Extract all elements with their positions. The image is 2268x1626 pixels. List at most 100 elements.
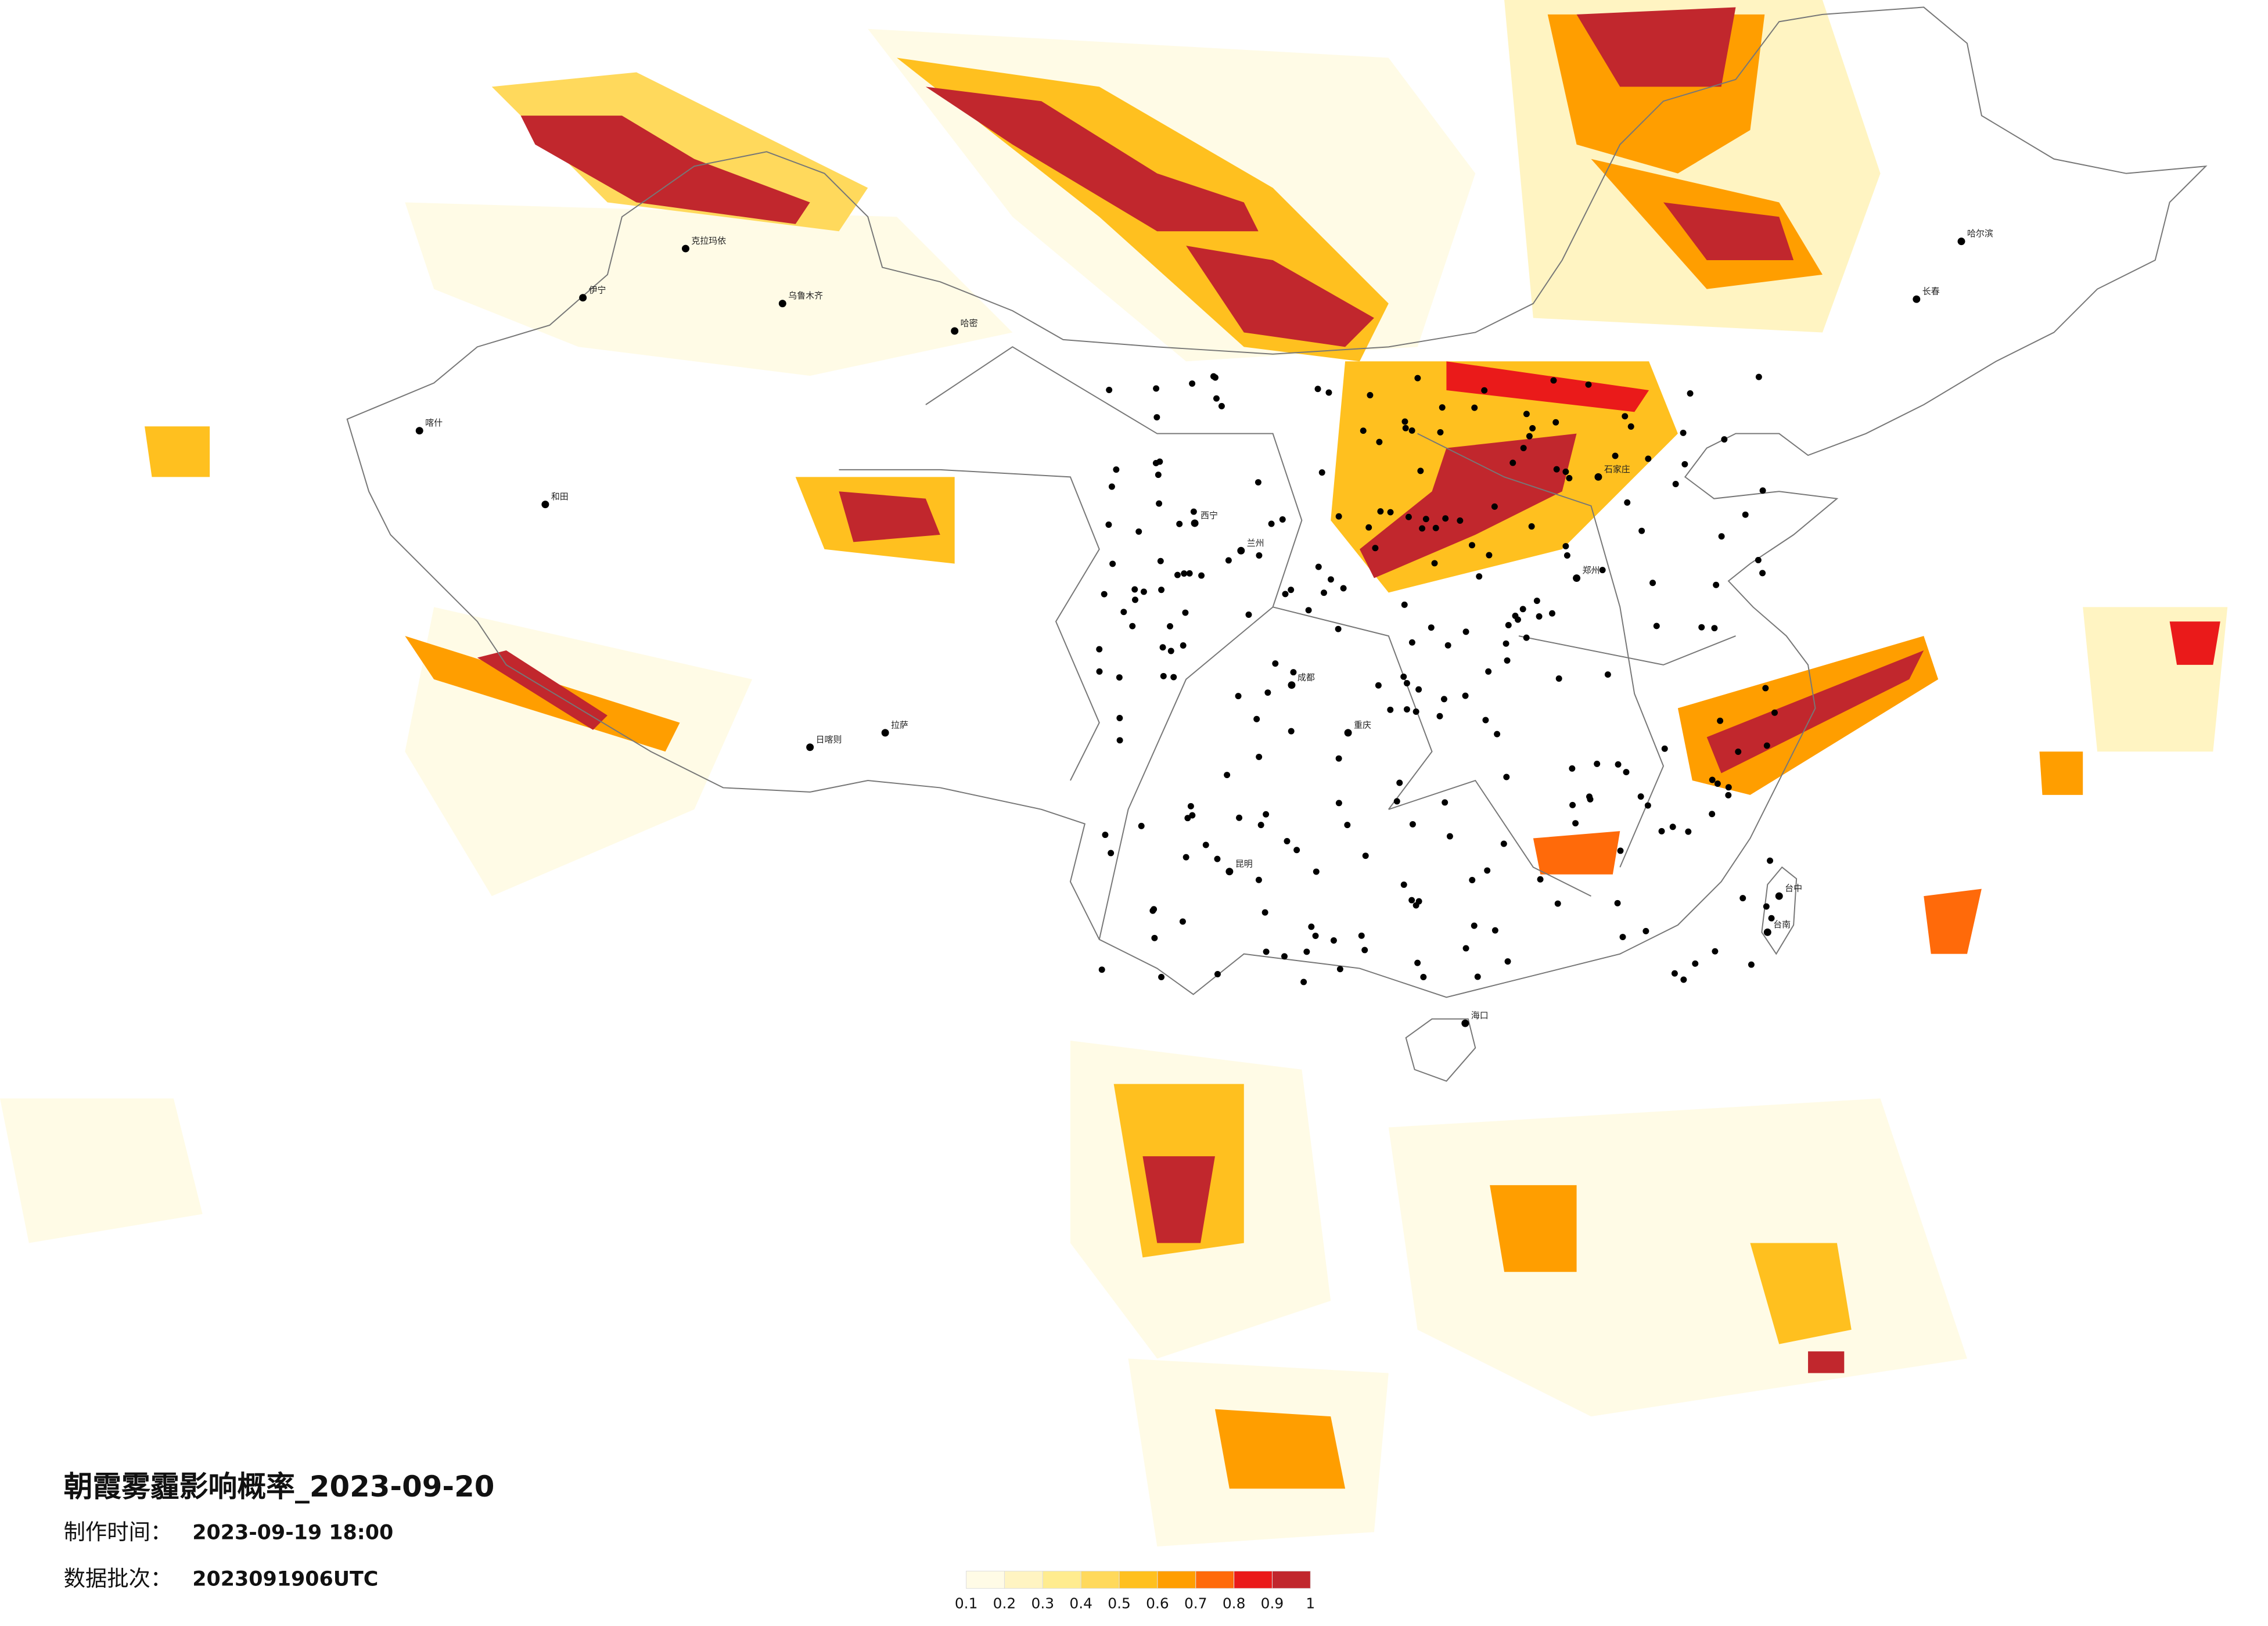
city-dot bbox=[951, 327, 959, 335]
station-dot bbox=[1537, 876, 1544, 883]
station-dot bbox=[1098, 966, 1105, 973]
batch-value: 2023091906UTC bbox=[192, 1567, 378, 1591]
station-dot bbox=[1512, 613, 1519, 619]
station-dot bbox=[1412, 708, 1419, 715]
legend-tick-label: 0.6 bbox=[1146, 1595, 1169, 1612]
station-dot bbox=[1167, 647, 1174, 654]
station-dot bbox=[1759, 487, 1766, 494]
legend-tick-label: 1 bbox=[1306, 1595, 1315, 1612]
station-dot bbox=[1362, 852, 1369, 859]
city-label: 哈密 bbox=[961, 318, 978, 329]
station-dot bbox=[1131, 586, 1138, 593]
station-dot bbox=[1771, 709, 1778, 716]
station-dot bbox=[1569, 765, 1576, 772]
city-dot bbox=[1225, 868, 1234, 876]
station-dot bbox=[1476, 573, 1483, 580]
station-dot bbox=[1563, 552, 1570, 559]
legend-swatch bbox=[1234, 1570, 1273, 1589]
station-dot bbox=[1318, 469, 1325, 476]
station-dot bbox=[1442, 799, 1448, 806]
station-dot bbox=[1422, 516, 1429, 523]
station-dot bbox=[1645, 455, 1652, 462]
legend-tick-label: 0.9 bbox=[1261, 1595, 1284, 1612]
station-dot bbox=[1420, 974, 1427, 980]
station-dot bbox=[1604, 671, 1611, 678]
station-dot bbox=[1742, 511, 1749, 518]
station-dot bbox=[1400, 673, 1407, 680]
station-dot bbox=[1698, 624, 1705, 631]
city-label: 哈尔滨 bbox=[1967, 228, 1993, 239]
station-dot bbox=[1372, 545, 1379, 552]
station-dot bbox=[1288, 728, 1295, 735]
station-dot bbox=[1440, 696, 1447, 703]
station-dot bbox=[1279, 516, 1286, 523]
legend-tick-label: 0.8 bbox=[1223, 1595, 1246, 1612]
station-dot bbox=[1184, 815, 1191, 822]
city-dot bbox=[1191, 519, 1199, 527]
station-dot bbox=[1661, 745, 1668, 752]
station-dot bbox=[1214, 971, 1221, 977]
station-dot bbox=[1653, 623, 1660, 629]
station-dot bbox=[1408, 427, 1415, 434]
city-label: 海口 bbox=[1471, 1010, 1489, 1021]
station-dot bbox=[1569, 801, 1576, 808]
station-dot bbox=[1614, 900, 1621, 906]
station-dot bbox=[1622, 413, 1629, 420]
station-dot bbox=[1471, 404, 1478, 411]
legend-tick-label: 0.5 bbox=[1108, 1595, 1131, 1612]
station-dot bbox=[1312, 933, 1319, 940]
station-dot bbox=[1340, 585, 1347, 592]
station-dot bbox=[1116, 715, 1123, 721]
station-dot bbox=[1718, 533, 1725, 540]
station-dot bbox=[1284, 838, 1291, 845]
station-dot bbox=[1102, 832, 1109, 839]
station-dot bbox=[1462, 692, 1469, 699]
station-dot bbox=[1712, 948, 1719, 955]
station-dot bbox=[1555, 675, 1562, 682]
station-dot bbox=[1180, 642, 1187, 649]
station-dot bbox=[1692, 960, 1699, 967]
station-dot bbox=[1281, 953, 1288, 960]
station-dot bbox=[1562, 543, 1569, 550]
station-dot bbox=[1396, 779, 1403, 786]
station-dot bbox=[1642, 927, 1649, 934]
station-dot bbox=[1387, 509, 1394, 516]
station-dot bbox=[1585, 381, 1592, 388]
city-label: 克拉玛依 bbox=[691, 236, 726, 246]
station-dot bbox=[1735, 748, 1742, 755]
station-dot bbox=[1129, 623, 1136, 629]
station-dot bbox=[1202, 841, 1209, 848]
station-dot bbox=[1442, 515, 1449, 522]
station-dot bbox=[1644, 802, 1651, 809]
station-dot bbox=[1335, 625, 1342, 632]
station-dot bbox=[1457, 517, 1464, 524]
city-dot bbox=[415, 427, 423, 435]
station-dot bbox=[1638, 527, 1645, 534]
station-dot bbox=[1485, 668, 1492, 675]
station-dot bbox=[1462, 628, 1469, 635]
station-dot bbox=[1261, 909, 1268, 916]
station-dot bbox=[1182, 609, 1189, 616]
city-label: 喀什 bbox=[425, 418, 443, 428]
station-dot bbox=[1330, 937, 1337, 944]
made-value: 2023-09-19 18:00 bbox=[192, 1521, 393, 1545]
station-dot bbox=[1189, 380, 1196, 387]
station-dot bbox=[1235, 693, 1242, 700]
station-dot bbox=[1536, 613, 1543, 620]
station-dot bbox=[1263, 948, 1270, 955]
station-dot bbox=[1182, 854, 1189, 861]
station-dot bbox=[1198, 572, 1205, 579]
station-dot bbox=[1554, 900, 1561, 907]
station-dot bbox=[1152, 459, 1159, 466]
station-dot bbox=[1672, 481, 1679, 488]
station-dot bbox=[1586, 793, 1593, 800]
station-dot bbox=[1669, 823, 1676, 830]
station-dot bbox=[1108, 483, 1115, 490]
station-dot bbox=[1190, 508, 1197, 515]
station-dot bbox=[1335, 800, 1342, 807]
city-dot bbox=[1594, 473, 1602, 481]
station-dot bbox=[1158, 587, 1165, 593]
station-dot bbox=[1314, 386, 1321, 393]
station-dot bbox=[1428, 624, 1435, 631]
legend-swatch bbox=[1042, 1570, 1081, 1589]
